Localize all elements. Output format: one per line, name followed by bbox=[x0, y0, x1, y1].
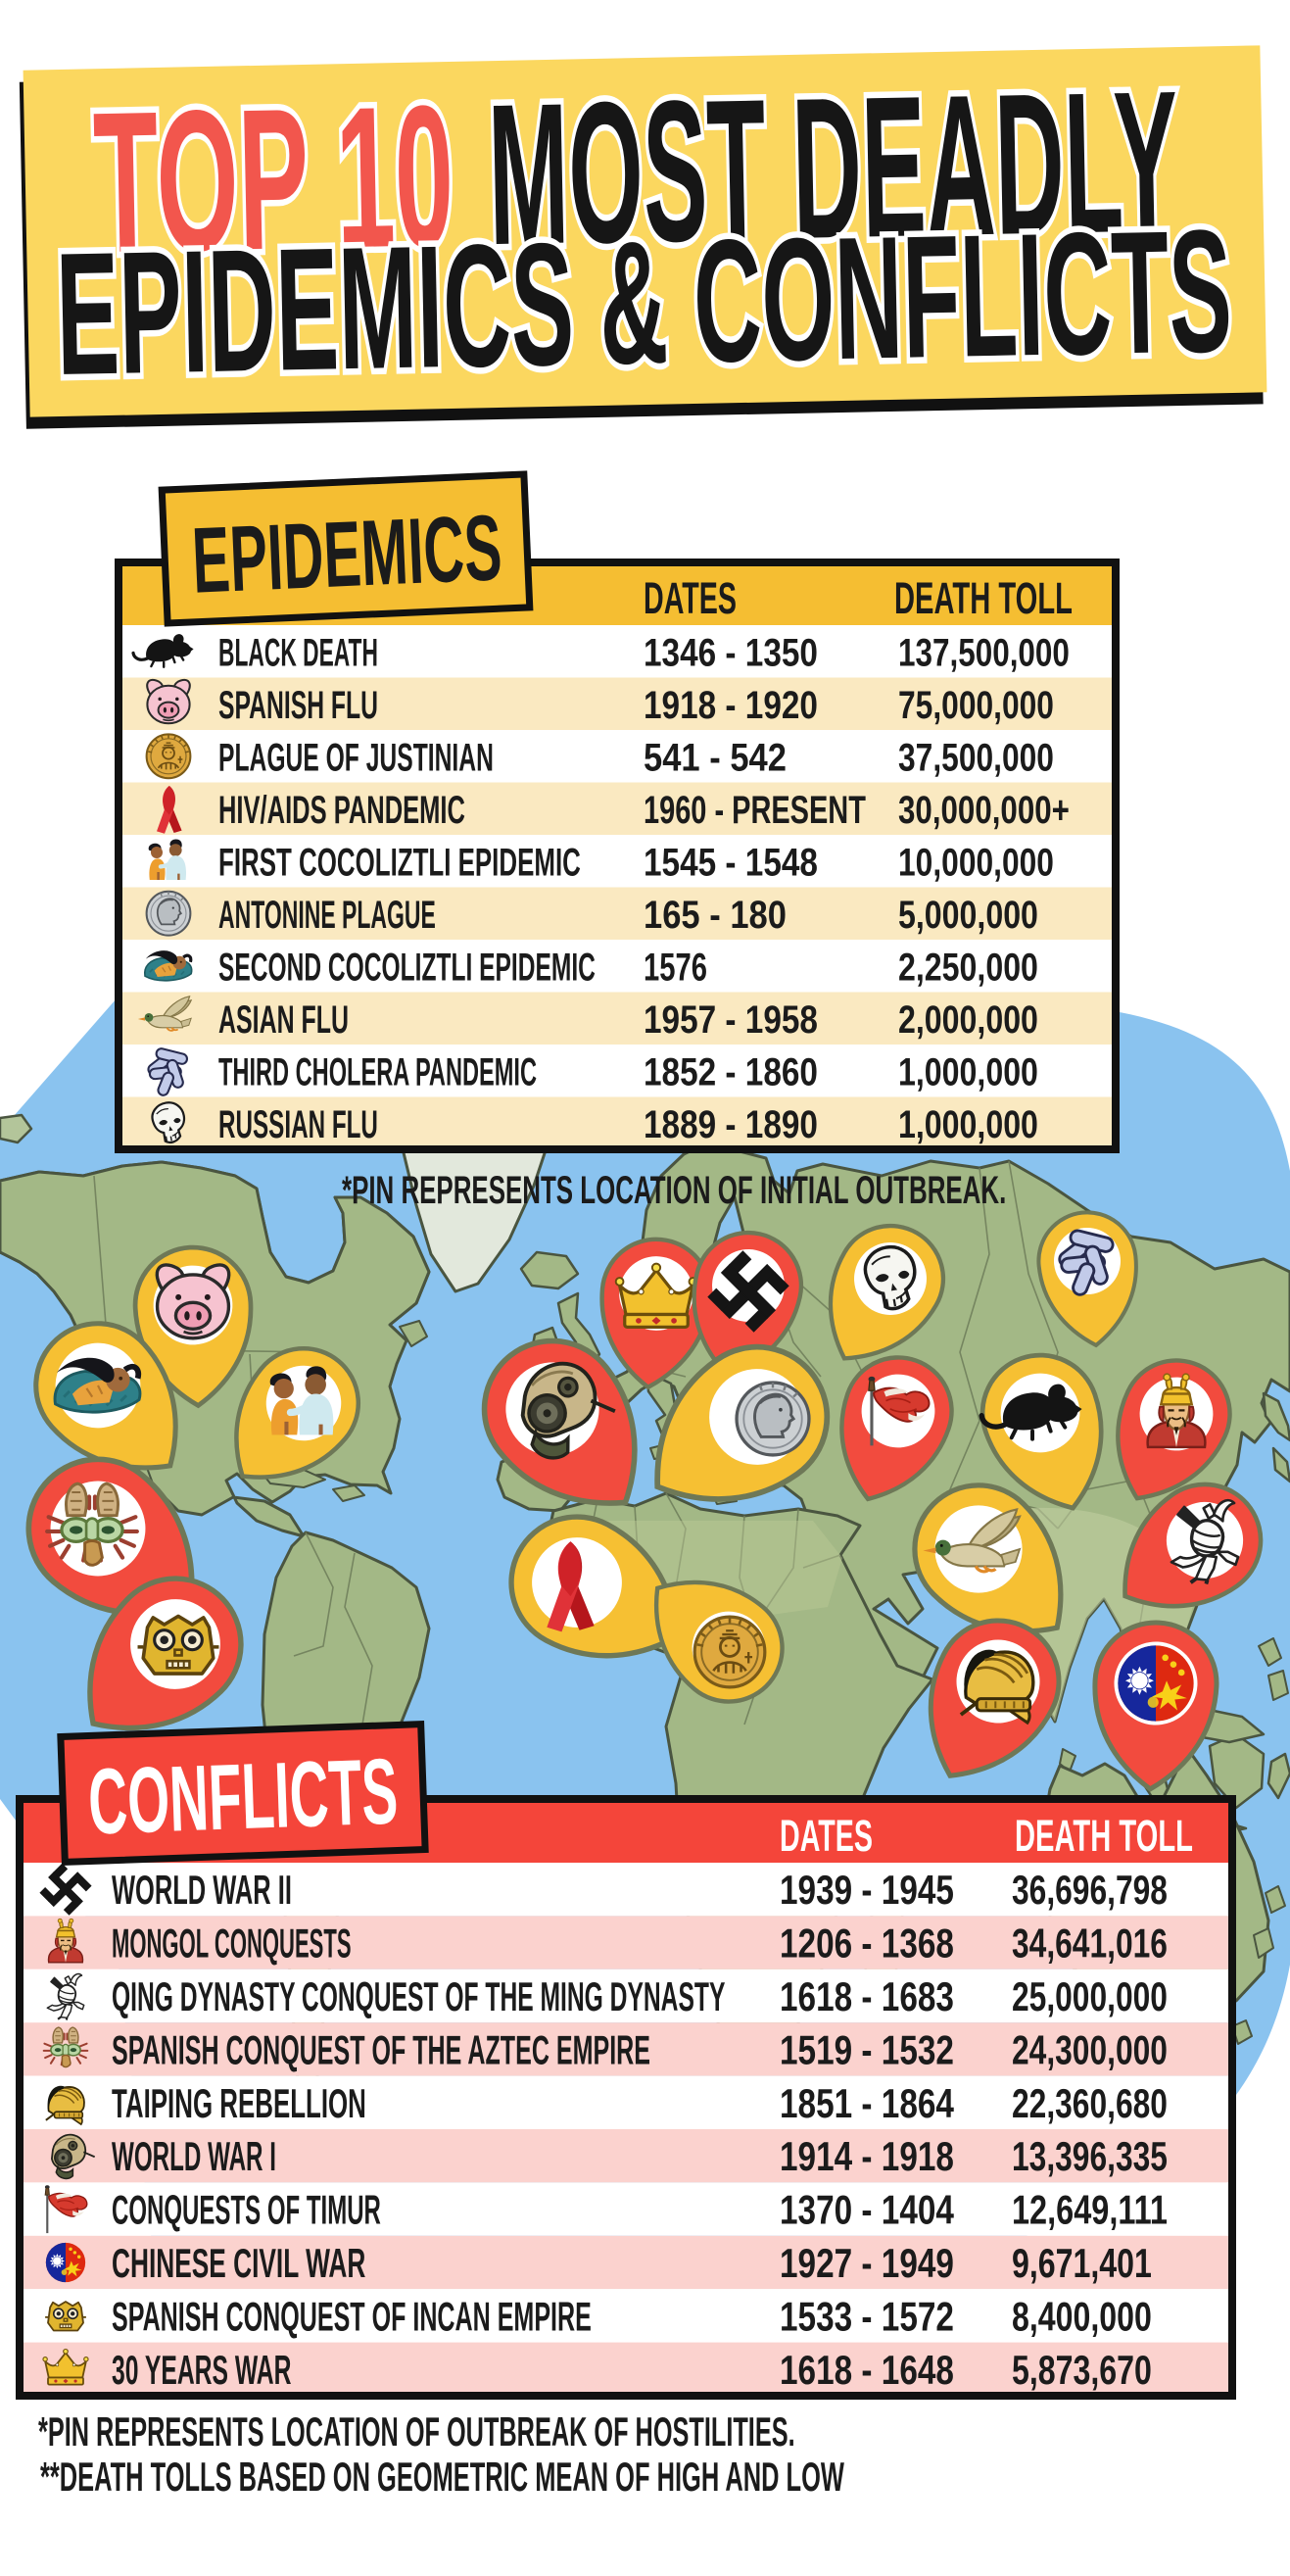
svg-text:8,400,000: 8,400,000 bbox=[1012, 2293, 1152, 2339]
svg-text:25,000,000: 25,000,000 bbox=[1012, 1973, 1168, 2019]
svg-text:CHINESE CIVIL WAR: CHINESE CIVIL WAR bbox=[112, 2241, 365, 2287]
svg-text:1370 - 1404: 1370 - 1404 bbox=[780, 2188, 954, 2234]
svg-text:36,696,798: 36,696,798 bbox=[1012, 1867, 1168, 1913]
svg-text:1939 - 1945: 1939 - 1945 bbox=[780, 1869, 954, 1915]
svg-text:37,500,000: 37,500,000 bbox=[898, 735, 1054, 779]
svg-text:2,000,000: 2,000,000 bbox=[898, 996, 1038, 1041]
svg-text:1618 - 1683: 1618 - 1683 bbox=[780, 1974, 954, 2020]
svg-text:WORLD WAR I: WORLD WAR I bbox=[112, 2134, 276, 2180]
svg-text:30,000,000+: 30,000,000+ bbox=[898, 787, 1070, 832]
svg-text:SPANISH FLU: SPANISH FLU bbox=[218, 684, 378, 728]
svg-text:WORLD WAR II: WORLD WAR II bbox=[112, 1869, 292, 1914]
svg-text:EPIDEMICS: EPIDEMICS bbox=[190, 495, 503, 612]
svg-text:EPIDEMICS & CONFLICTS: EPIDEMICS & CONFLICTS bbox=[55, 193, 1234, 412]
svg-text:1957 - 1958: 1957 - 1958 bbox=[644, 997, 818, 1042]
svg-text:ANTONINE PLAGUE: ANTONINE PLAGUE bbox=[218, 892, 436, 936]
svg-text:1914 - 1918: 1914 - 1918 bbox=[780, 2135, 954, 2181]
svg-text:BLACK DEATH: BLACK DEATH bbox=[218, 631, 378, 674]
svg-text:DEATH TOLL: DEATH TOLL bbox=[894, 575, 1073, 624]
svg-text:SECOND COCOLIZTLI EPIDEMIC: SECOND COCOLIZTLI EPIDEMIC bbox=[218, 946, 596, 990]
svg-text:TOP 10: TOP 10 bbox=[92, 64, 456, 295]
svg-text:DATES: DATES bbox=[644, 573, 737, 622]
svg-text:1927 - 1949: 1927 - 1949 bbox=[780, 2241, 954, 2287]
svg-text:**DEATH TOLLS BASED ON GEOMETR: **DEATH TOLLS BASED ON GEOMETRIC MEAN OF… bbox=[40, 2455, 844, 2501]
svg-text:1576: 1576 bbox=[644, 946, 707, 990]
svg-text:PLAGUE OF JUSTINIAN: PLAGUE OF JUSTINIAN bbox=[218, 736, 494, 780]
svg-text:1206 - 1368: 1206 - 1368 bbox=[780, 1921, 954, 1968]
svg-text:9,671,401: 9,671,401 bbox=[1012, 2240, 1152, 2286]
svg-text:1960 - PRESENT: 1960 - PRESENT bbox=[644, 788, 866, 832]
svg-text:1851 - 1864: 1851 - 1864 bbox=[780, 2081, 954, 2127]
svg-text:137,500,000: 137,500,000 bbox=[898, 630, 1070, 675]
svg-text:541 - 542: 541 - 542 bbox=[644, 735, 787, 779]
svg-text:30 YEARS WAR: 30 YEARS WAR bbox=[112, 2348, 292, 2393]
svg-text:1618 - 1648: 1618 - 1648 bbox=[780, 2348, 954, 2394]
svg-text:24,300,000: 24,300,000 bbox=[1012, 2026, 1168, 2072]
svg-text:2,250,000: 2,250,000 bbox=[898, 945, 1038, 989]
svg-text:QING DYNASTY CONQUEST OF THE M: QING DYNASTY CONQUEST OF THE MING DYNAST… bbox=[112, 1974, 725, 2019]
svg-text:165 - 180: 165 - 180 bbox=[644, 892, 787, 936]
svg-text:10,000,000: 10,000,000 bbox=[898, 840, 1054, 884]
svg-text:RUSSIAN FLU: RUSSIAN FLU bbox=[218, 1103, 378, 1147]
svg-text:12,649,111: 12,649,111 bbox=[1012, 2187, 1168, 2233]
svg-text:MOST DEADLY: MOST DEADLY bbox=[487, 49, 1180, 287]
svg-text:SPANISH CONQUEST OF INCAN EMPI: SPANISH CONQUEST OF INCAN EMPIRE bbox=[112, 2295, 592, 2340]
svg-text:MONGOL CONQUESTS: MONGOL CONQUESTS bbox=[112, 1921, 352, 1967]
svg-text:DATES: DATES bbox=[780, 1811, 873, 1860]
svg-text:1545 - 1548: 1545 - 1548 bbox=[644, 840, 818, 884]
svg-text:5,000,000: 5,000,000 bbox=[898, 892, 1038, 936]
svg-text:1889 - 1890: 1889 - 1890 bbox=[644, 1102, 818, 1146]
svg-text:HIV/AIDS PANDEMIC: HIV/AIDS PANDEMIC bbox=[218, 789, 465, 832]
svg-text:FIRST COCOLIZTLI EPIDEMIC: FIRST COCOLIZTLI EPIDEMIC bbox=[218, 841, 581, 885]
svg-text:TAIPING REBELLION: TAIPING REBELLION bbox=[112, 2080, 366, 2126]
svg-text:1,000,000: 1,000,000 bbox=[898, 1049, 1038, 1094]
svg-text:1852 - 1860: 1852 - 1860 bbox=[644, 1049, 818, 1094]
svg-text:ASIAN FLU: ASIAN FLU bbox=[218, 998, 349, 1042]
svg-text:THIRD CHOLERA PANDEMIC: THIRD CHOLERA PANDEMIC bbox=[218, 1049, 537, 1094]
svg-text:*PIN REPRESENTS LOCATION OF OU: *PIN REPRESENTS LOCATION OF OUTBREAK OF … bbox=[38, 2410, 795, 2455]
svg-text:1,000,000: 1,000,000 bbox=[898, 1101, 1038, 1145]
svg-text:22,360,680: 22,360,680 bbox=[1012, 2079, 1168, 2125]
svg-text:13,396,335: 13,396,335 bbox=[1012, 2133, 1168, 2179]
svg-text:1519 - 1532: 1519 - 1532 bbox=[780, 2028, 954, 2074]
svg-text:5,873,670: 5,873,670 bbox=[1012, 2347, 1152, 2393]
svg-text:34,641,016: 34,641,016 bbox=[1012, 1920, 1168, 1966]
svg-text:SPANISH CONQUEST OF THE AZTEC: SPANISH CONQUEST OF THE AZTEC EMPIRE bbox=[112, 2028, 650, 2073]
svg-text:CONFLICTS: CONFLICTS bbox=[86, 1740, 399, 1854]
svg-text:DEATH TOLL: DEATH TOLL bbox=[1015, 1813, 1193, 1862]
svg-text:1346 - 1350: 1346 - 1350 bbox=[644, 630, 818, 674]
svg-text:75,000,000: 75,000,000 bbox=[898, 682, 1054, 726]
svg-text:1918 - 1920: 1918 - 1920 bbox=[644, 683, 818, 727]
svg-text:*PIN REPRESENTS LOCATION OF IN: *PIN REPRESENTS LOCATION OF INITIAL OUTB… bbox=[342, 1168, 1006, 1212]
svg-text:1533 - 1572: 1533 - 1572 bbox=[780, 2295, 954, 2341]
svg-text:CONQUESTS OF TIMUR: CONQUESTS OF TIMUR bbox=[112, 2188, 381, 2234]
